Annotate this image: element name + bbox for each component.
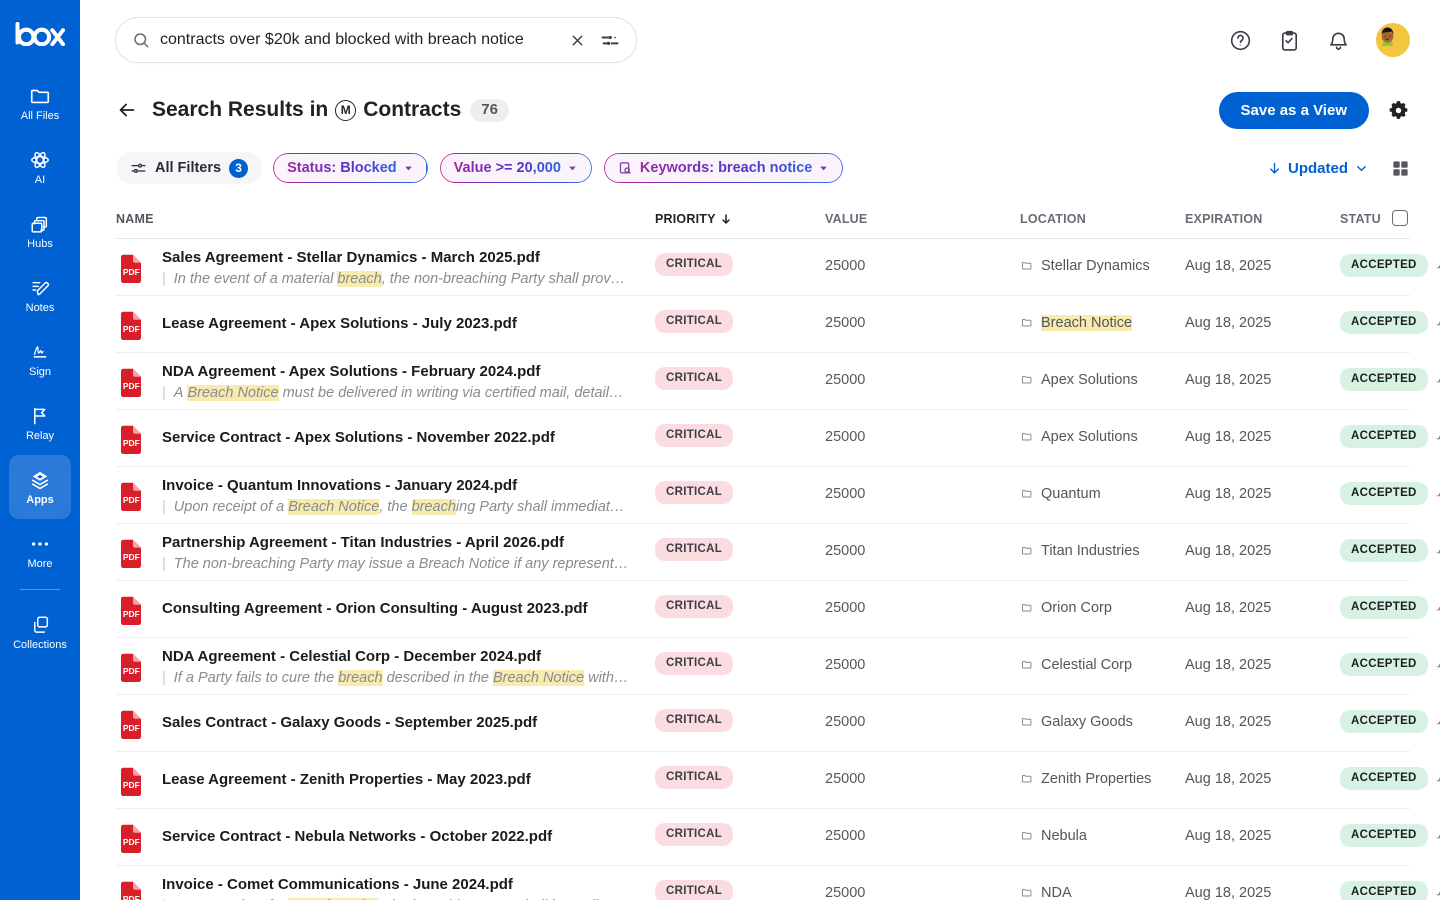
svg-text:PDF: PDF: [123, 552, 140, 562]
svg-text:PDF: PDF: [123, 666, 140, 676]
svg-text:PDF: PDF: [123, 324, 140, 334]
svg-text:PDF: PDF: [123, 780, 140, 790]
svg-text:PDF: PDF: [123, 438, 140, 448]
svg-text:PDF: PDF: [123, 723, 140, 733]
svg-text:PDF: PDF: [123, 381, 140, 391]
svg-text:PDF: PDF: [123, 837, 140, 847]
svg-text:PDF: PDF: [123, 609, 140, 619]
svg-text:PDF: PDF: [123, 267, 140, 277]
svg-text:PDF: PDF: [123, 894, 140, 900]
svg-text:PDF: PDF: [123, 495, 140, 505]
